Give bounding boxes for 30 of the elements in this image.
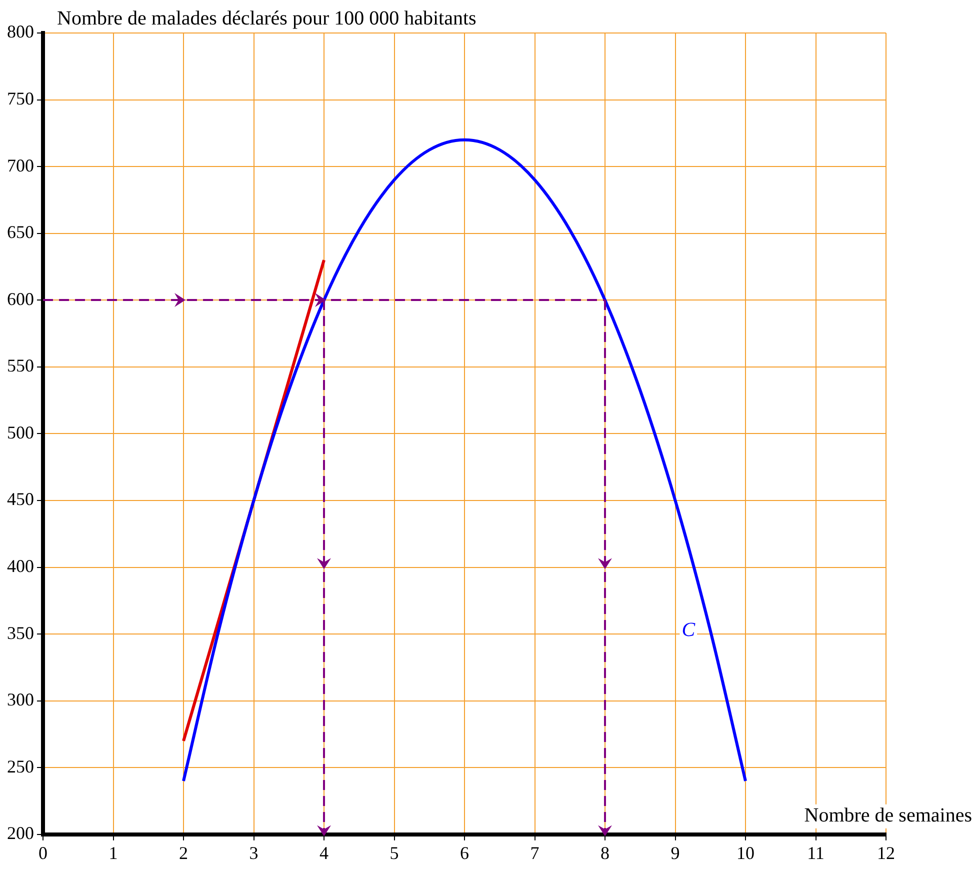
line-series <box>182 138 747 782</box>
x-tick-label: 12 <box>877 842 895 863</box>
x-tick-label: 9 <box>670 842 680 863</box>
y-tick-label: 700 <box>7 155 34 176</box>
y-tick-label: 450 <box>7 489 34 510</box>
y-tick-label: 300 <box>7 690 34 710</box>
y-axis-title: Nombre de malades déclarés pour 100 000 habitants <box>57 7 477 30</box>
x-tick-label: 3 <box>249 842 258 863</box>
y-tick-label: 500 <box>7 422 34 442</box>
y-tick-label: 750 <box>7 88 34 109</box>
x-tick-label: 8 <box>600 842 610 863</box>
x-tick-label: 10 <box>736 842 754 863</box>
y-tick-label: 200 <box>7 823 34 844</box>
x-tick-label: 6 <box>460 842 469 863</box>
annotation: C <box>682 618 696 641</box>
y-tick-label: 350 <box>7 622 34 643</box>
y-tick-label: 550 <box>7 356 34 376</box>
y-tick-label: 650 <box>7 222 34 242</box>
x-tick-label: 5 <box>390 842 399 863</box>
x-axis-title: Nombre de semaines <box>804 804 972 827</box>
y-tick-label: 400 <box>7 556 34 576</box>
x-tick-label: 0 <box>38 842 48 863</box>
y-tick-label: 250 <box>7 756 34 776</box>
y-tick-label: 600 <box>7 288 34 309</box>
y-tick-label: 800 <box>7 22 34 42</box>
x-tick-label: 2 <box>179 842 188 863</box>
x-tick-label: 4 <box>320 842 328 863</box>
x-tick-label: 11 <box>807 842 824 863</box>
x-tick-label: 7 <box>530 842 540 863</box>
x-tick-label: 1 <box>108 842 118 863</box>
